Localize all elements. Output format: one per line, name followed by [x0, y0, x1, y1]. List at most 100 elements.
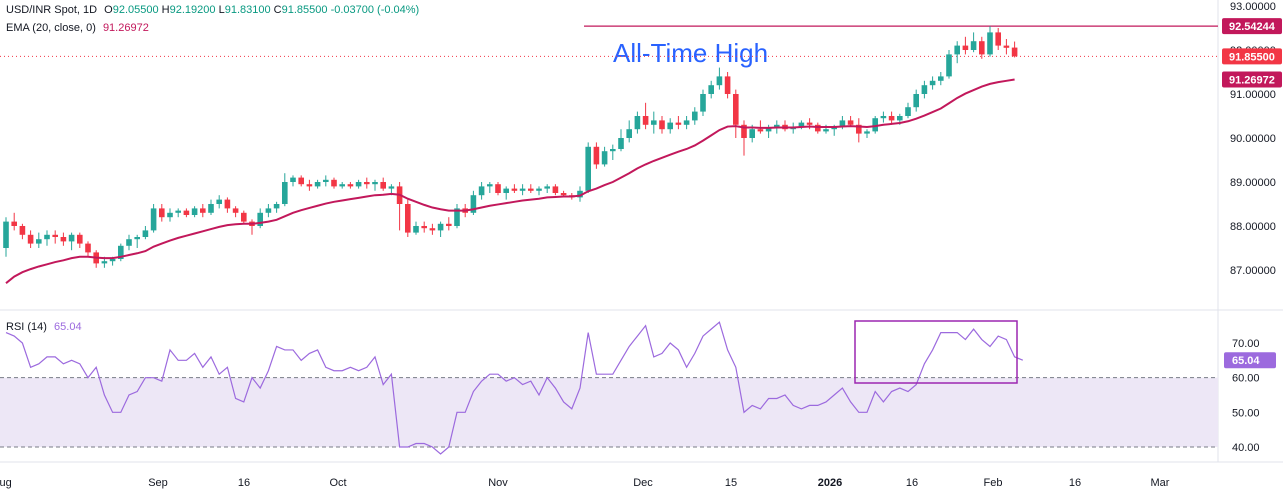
- candle-body: [27, 234, 34, 244]
- symbol-label: USD/INR Spot, 1D: [6, 4, 98, 16]
- candle-body: [36, 239, 42, 244]
- rsi-value-tag-label: 65.04: [1232, 355, 1260, 367]
- time-axis-label: Dec: [633, 477, 653, 489]
- candle-body: [847, 120, 854, 125]
- candle-body: [85, 243, 91, 253]
- time-axis-label: 16: [906, 477, 918, 489]
- candle-body: [856, 124, 862, 134]
- candle-body: [175, 210, 181, 213]
- candle-body: [577, 190, 583, 198]
- candle-body: [159, 208, 165, 218]
- candle-body: [306, 184, 313, 187]
- time-axis-label: 2026: [818, 477, 842, 489]
- candle-body: [806, 122, 813, 125]
- ema-legend: EMA (20, close, 0) 91.26972: [6, 22, 149, 34]
- candle-body: [470, 195, 477, 213]
- candle-body: [11, 221, 17, 226]
- candle-body: [888, 116, 895, 121]
- candle-body: [503, 188, 509, 193]
- candle-body: [954, 45, 960, 55]
- high-value: 92.19200: [169, 4, 216, 16]
- candle-body: [380, 182, 386, 189]
- price-tag-all-time-high: [1222, 18, 1282, 35]
- candle-body: [946, 54, 952, 77]
- rsi-axis-tick-label: 60.00: [1232, 373, 1260, 385]
- candle-body: [282, 182, 288, 204]
- candle-body: [798, 122, 805, 127]
- candle-body: [716, 76, 723, 86]
- candle-body: [642, 116, 649, 125]
- candle-body: [109, 259, 116, 262]
- candle-body: [446, 223, 452, 226]
- candle-body: [634, 116, 641, 130]
- candle-body: [757, 129, 764, 132]
- candle-body: [544, 186, 550, 189]
- rsi-value-tag: [1224, 352, 1276, 369]
- candle-body: [593, 146, 600, 165]
- change-value: -0.03700 (-0.04%): [330, 4, 420, 16]
- price-axis-tick-label: 91.00000: [1230, 89, 1276, 101]
- candle-body: [44, 234, 50, 240]
- candle-body: [331, 179, 337, 187]
- candle-body: [995, 32, 1001, 46]
- rsi-line: [5, 321, 1024, 455]
- candle-body: [962, 45, 969, 50]
- candle-body: [880, 116, 887, 119]
- rsi-axis-tick-label: 50.00: [1232, 407, 1260, 419]
- candle-body: [437, 223, 444, 231]
- candle-body: [921, 85, 928, 94]
- time-axis-label: Oct: [329, 477, 346, 489]
- candle-body: [519, 188, 526, 191]
- candle-body: [618, 138, 624, 149]
- candle-body: [528, 188, 534, 191]
- price-tag-ema-label: 91.26972: [1229, 74, 1275, 86]
- candle-body: [970, 41, 977, 50]
- time-axis-label: Nov: [488, 477, 508, 489]
- candle-body: [60, 237, 67, 242]
- candle-body: [429, 228, 436, 231]
- candle-body: [659, 120, 665, 130]
- price-legend: USD/INR Spot, 1D O92.05500 H92.19200 L91…: [6, 4, 419, 16]
- candle-body: [413, 226, 419, 233]
- candle-body: [913, 94, 919, 108]
- time-axis-label: 16: [238, 477, 250, 489]
- all-time-high-annotation: All-Time High: [613, 38, 768, 68]
- candle-body: [191, 208, 198, 215]
- open-value: 92.05500: [112, 4, 159, 16]
- candle-body: [232, 208, 239, 213]
- time-axis-label: Feb: [984, 477, 1003, 489]
- candle-body: [823, 129, 829, 132]
- candle-body: [101, 261, 108, 264]
- candle-body: [511, 188, 518, 191]
- candle-body: [872, 118, 878, 132]
- price-axis-tick-label: 90.00000: [1230, 133, 1276, 145]
- candle-body: [142, 230, 149, 237]
- candle-body: [700, 94, 706, 112]
- candle-body: [150, 208, 157, 231]
- ema-value: 91.26972: [102, 22, 149, 34]
- high-label: H: [161, 4, 170, 16]
- candle-body: [77, 234, 83, 244]
- close-value: 91.85500: [281, 4, 328, 16]
- candle-body: [585, 146, 591, 191]
- price-axis-tick-label: 89.00000: [1230, 177, 1276, 189]
- price-tag-last-close: [1222, 48, 1282, 65]
- rsi-legend: RSI (14) 65.04: [6, 321, 82, 333]
- candle-body: [323, 179, 329, 182]
- candle-body: [683, 120, 690, 125]
- low-value: 91.83100: [224, 4, 271, 16]
- candle-body: [208, 204, 214, 213]
- candle-body: [224, 199, 231, 209]
- candle-body: [987, 32, 993, 55]
- candle-body: [864, 131, 870, 134]
- candle-body: [765, 127, 772, 132]
- time-axis-label: Mar: [1151, 477, 1170, 489]
- candle-body: [388, 186, 395, 189]
- candle-body: [265, 208, 272, 213]
- open-label: O: [104, 4, 113, 16]
- candle-body: [257, 212, 263, 226]
- price-axis-tick-label: 93.00000: [1230, 1, 1276, 13]
- candle-body: [979, 41, 985, 55]
- candle-body: [741, 124, 747, 138]
